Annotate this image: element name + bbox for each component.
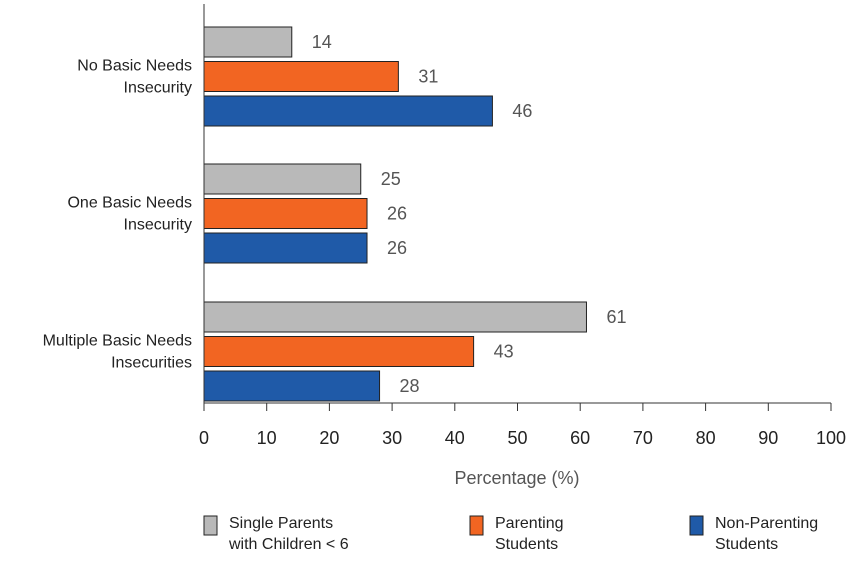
bar [203, 336, 475, 367]
plot-area: 14 31 46 No Basic Needs Insecurity 25 26 26 One … [43, 26, 627, 402]
bar [203, 95, 493, 127]
x-axis-title: Percentage (%) [454, 468, 579, 488]
data-label: 43 [494, 342, 514, 362]
bar [203, 370, 381, 402]
x-tick-label: 60 [570, 428, 590, 448]
data-label: 26 [387, 238, 407, 258]
legend-item: Single Parents with Children < 6 [203, 515, 349, 553]
category-label: No Basic Needs Insecurity [77, 58, 192, 97]
data-label: 14 [312, 32, 332, 52]
x-axis: 0 10 20 30 40 50 60 70 80 90 100 [199, 4, 846, 448]
x-tick-label: 10 [257, 428, 277, 448]
data-label: 28 [400, 376, 420, 396]
bar [203, 198, 368, 229]
x-tick-label: 70 [633, 428, 653, 448]
legend-label: Non-Parenting Students [715, 515, 818, 553]
legend-label: Parenting Students [495, 515, 564, 553]
legend-swatch [689, 515, 704, 536]
data-label: 25 [381, 169, 401, 189]
x-tick-label: 50 [507, 428, 527, 448]
legend-item: Non-Parenting Students [689, 515, 818, 553]
data-label: 31 [418, 67, 438, 87]
bar [203, 232, 368, 264]
legend-swatch [203, 515, 218, 536]
bar [203, 301, 587, 333]
x-tick-label: 20 [319, 428, 339, 448]
category-label: One Basic Needs Insecurity [67, 195, 192, 234]
x-tick-label: 80 [696, 428, 716, 448]
legend: Single Parents with Children < 6 Parenting… [203, 515, 818, 553]
data-label: 46 [512, 101, 532, 121]
x-tick-label: 100 [816, 428, 846, 448]
bar [203, 163, 362, 195]
x-tick-label: 40 [445, 428, 465, 448]
bar [203, 61, 399, 92]
data-label: 61 [606, 307, 626, 327]
data-label: 26 [387, 204, 407, 224]
legend-item: Parenting Students [469, 515, 564, 553]
x-tick-label: 0 [199, 428, 209, 448]
x-tick-label: 30 [382, 428, 402, 448]
x-tick-label: 90 [758, 428, 778, 448]
legend-label: Single Parents with Children < 6 [228, 515, 349, 553]
legend-swatch [469, 515, 484, 536]
category-label: Multiple Basic Needs Insecurities [43, 333, 192, 372]
bar [203, 26, 293, 58]
